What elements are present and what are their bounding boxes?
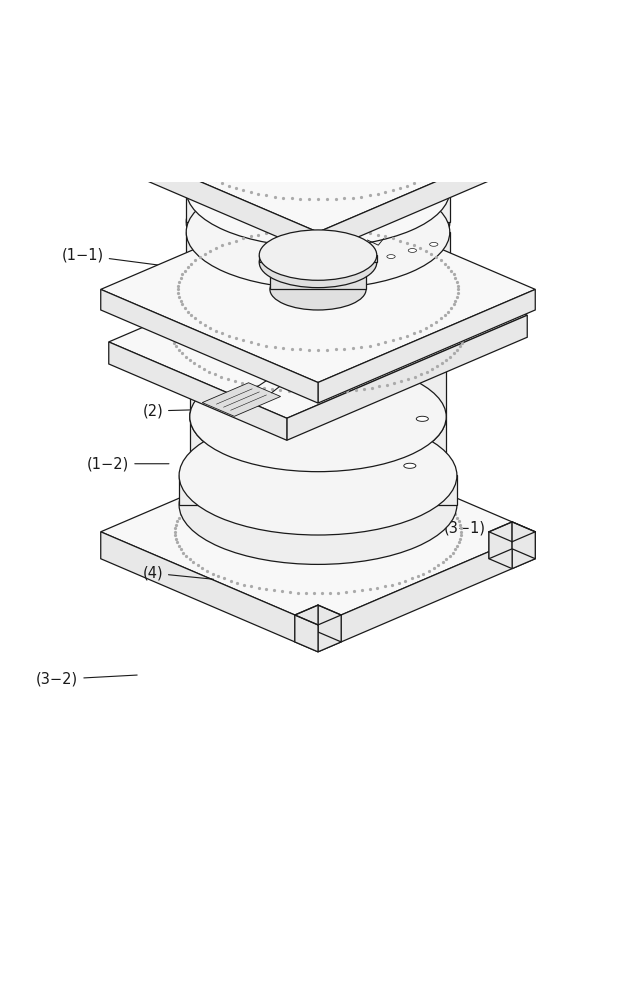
Text: (3−2): (3−2)	[36, 672, 137, 687]
Ellipse shape	[225, 113, 311, 150]
Polygon shape	[295, 605, 318, 642]
Polygon shape	[489, 522, 512, 559]
Text: (4): (4)	[142, 566, 214, 581]
Polygon shape	[202, 383, 280, 416]
Polygon shape	[295, 605, 341, 625]
Ellipse shape	[350, 115, 429, 148]
Polygon shape	[489, 522, 536, 542]
Text: (1−1): (1−1)	[62, 248, 163, 266]
Ellipse shape	[259, 237, 377, 288]
Ellipse shape	[190, 293, 446, 403]
Ellipse shape	[359, 79, 420, 105]
Text: (3−1): (3−1)	[397, 520, 485, 535]
Text: (5): (5)	[266, 209, 325, 241]
Ellipse shape	[350, 101, 429, 134]
Ellipse shape	[186, 134, 450, 247]
Ellipse shape	[186, 166, 450, 279]
Polygon shape	[489, 532, 512, 569]
Ellipse shape	[186, 176, 450, 289]
Ellipse shape	[430, 242, 438, 246]
Ellipse shape	[417, 416, 429, 421]
Polygon shape	[190, 348, 446, 417]
Polygon shape	[350, 118, 429, 131]
Polygon shape	[259, 255, 377, 262]
Polygon shape	[287, 315, 527, 440]
Text: (1−2): (1−2)	[87, 456, 169, 471]
Ellipse shape	[270, 269, 366, 310]
Polygon shape	[318, 615, 341, 652]
Ellipse shape	[359, 105, 420, 131]
Polygon shape	[236, 91, 300, 131]
Polygon shape	[318, 289, 536, 403]
Polygon shape	[186, 190, 450, 222]
Polygon shape	[100, 439, 536, 625]
Ellipse shape	[190, 362, 446, 472]
Polygon shape	[512, 522, 536, 559]
Ellipse shape	[179, 445, 457, 564]
Ellipse shape	[259, 230, 377, 280]
Polygon shape	[318, 139, 536, 254]
Polygon shape	[186, 232, 450, 259]
Polygon shape	[186, 156, 450, 183]
Polygon shape	[295, 615, 318, 652]
Ellipse shape	[404, 463, 416, 468]
Ellipse shape	[186, 203, 450, 316]
Ellipse shape	[282, 145, 296, 151]
Text: (2): (2)	[142, 403, 220, 418]
Ellipse shape	[387, 255, 395, 258]
Ellipse shape	[427, 185, 435, 188]
Ellipse shape	[369, 83, 410, 101]
Polygon shape	[270, 255, 366, 289]
Polygon shape	[100, 139, 318, 254]
Ellipse shape	[236, 118, 300, 145]
Ellipse shape	[403, 131, 415, 137]
Ellipse shape	[366, 261, 374, 265]
Ellipse shape	[246, 82, 291, 101]
Ellipse shape	[190, 421, 446, 530]
Ellipse shape	[353, 519, 364, 524]
Ellipse shape	[186, 100, 450, 213]
Polygon shape	[318, 605, 341, 642]
Ellipse shape	[408, 249, 417, 252]
Polygon shape	[190, 417, 446, 475]
Ellipse shape	[186, 127, 450, 240]
Polygon shape	[100, 532, 318, 652]
Ellipse shape	[225, 127, 311, 163]
Ellipse shape	[270, 235, 366, 276]
Ellipse shape	[190, 362, 446, 472]
Polygon shape	[512, 532, 536, 569]
Polygon shape	[109, 239, 527, 418]
Polygon shape	[225, 131, 311, 145]
Polygon shape	[100, 289, 318, 403]
Ellipse shape	[179, 416, 457, 535]
Polygon shape	[318, 532, 536, 652]
Polygon shape	[359, 92, 420, 118]
Ellipse shape	[391, 545, 402, 550]
Polygon shape	[100, 196, 536, 382]
Polygon shape	[109, 342, 287, 440]
Ellipse shape	[236, 78, 300, 105]
Polygon shape	[100, 46, 536, 232]
Polygon shape	[179, 475, 457, 505]
Ellipse shape	[344, 267, 352, 271]
